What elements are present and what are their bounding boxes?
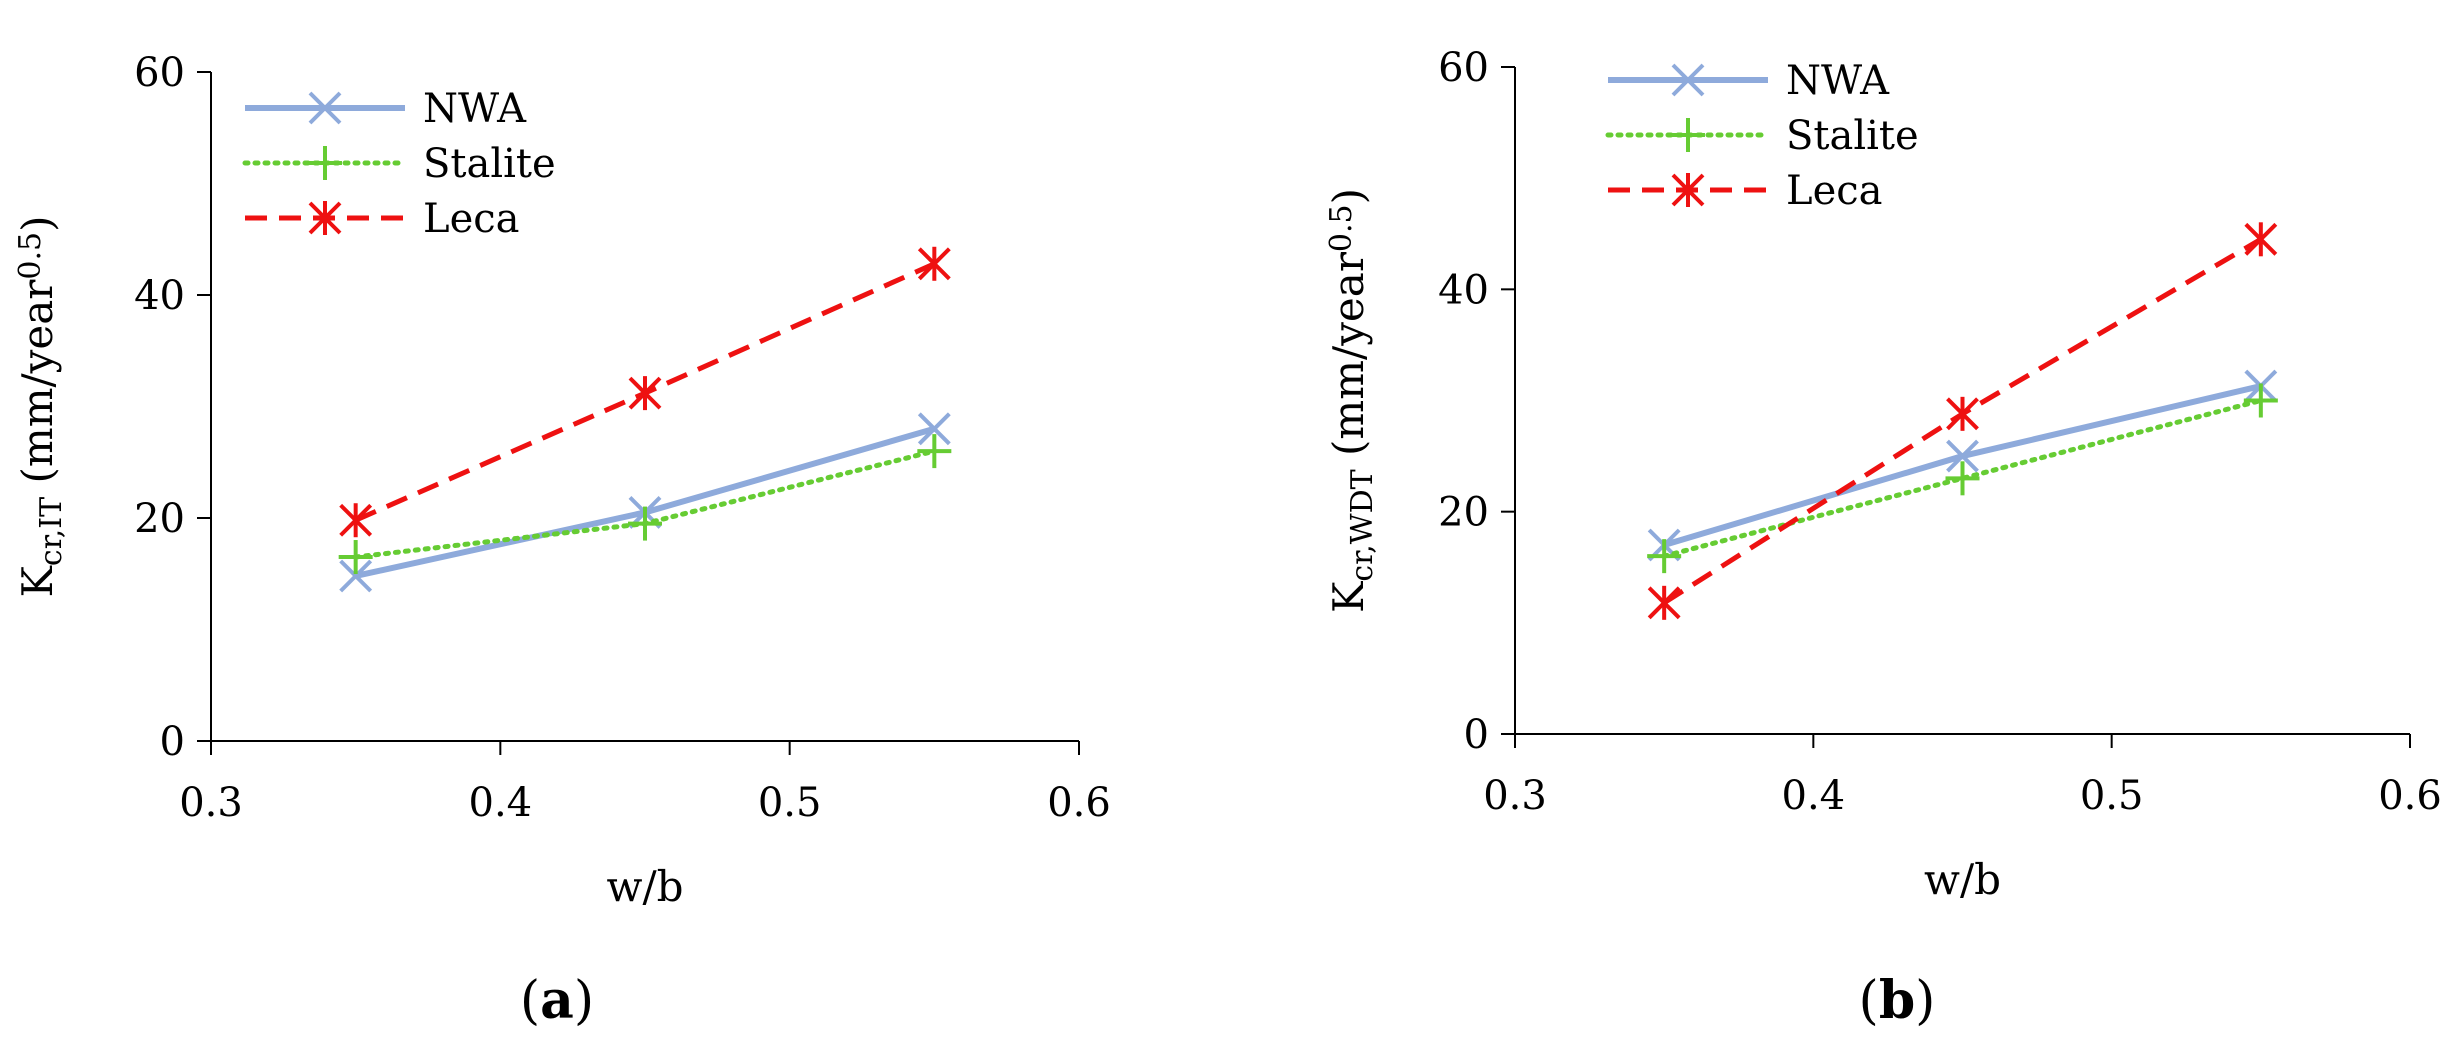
series-nwa (339, 412, 951, 593)
legend-item-stalite: Stalite (1605, 113, 1919, 159)
legend-label: NWA (423, 86, 527, 132)
legend-label: Stalite (1786, 113, 1919, 159)
y-axis-title-sub: cr,WDT (1345, 469, 1380, 581)
legend-marker (308, 146, 342, 180)
legend-item-stalite: Stalite (242, 141, 556, 187)
data-point-stalite (1647, 539, 1682, 574)
panel-label-letter: b (1879, 970, 1915, 1031)
x-axis-title: w/b (607, 862, 684, 911)
y-axis-title: Kcr,IT (mm/year0.5) (13, 216, 69, 598)
legend-item-leca: Leca (1608, 168, 1882, 214)
y-tick-label: 0 (160, 719, 185, 765)
y-axis-title-sup: 0.5 (13, 232, 48, 280)
y-tick-label: 0 (1464, 712, 1489, 758)
data-point-leca (2244, 222, 2278, 257)
legend-label: Leca (1786, 168, 1882, 214)
series-leca (339, 246, 951, 538)
data-point-stalite (2243, 383, 2278, 418)
data-point-stalite (917, 434, 952, 469)
data-point-stalite (338, 540, 373, 575)
series-line-stalite (353, 448, 937, 560)
panel-label: (b) (1859, 970, 1936, 1031)
y-tick-label: 40 (134, 273, 185, 319)
data-point-leca (628, 376, 662, 411)
legend-marker (308, 91, 342, 125)
legend-marker (1671, 118, 1705, 152)
y-axis-title-close: ) (1324, 188, 1373, 204)
x-tick-label: 0.4 (469, 780, 533, 826)
y-axis-title-sup: 0.5 (1324, 204, 1359, 252)
data-point-nwa (1946, 439, 1979, 473)
x-tick-label: 0.5 (2080, 773, 2144, 819)
legend-label: Stalite (423, 141, 556, 187)
x-tick-label: 0.3 (179, 780, 243, 826)
y-axis-title-sub: cr,IT (34, 497, 69, 566)
legend-label: Leca (423, 196, 519, 242)
data-point-stalite (628, 506, 662, 541)
y-axis-title-main: K (13, 565, 62, 598)
panel-label: (a) (520, 970, 594, 1031)
data-point-leca (1647, 585, 1681, 620)
panel-label-letter: a (540, 970, 574, 1031)
legend-marker (1671, 63, 1705, 97)
y-axis-title-main: K (1324, 580, 1373, 613)
x-tick-label: 0.4 (1782, 773, 1846, 819)
y-tick-label: 60 (1438, 45, 1489, 91)
legend-label: NWA (1786, 58, 1890, 104)
legend-item-nwa: NWA (245, 86, 527, 132)
data-point-nwa (339, 559, 373, 593)
data-point-nwa (917, 412, 951, 446)
legend-marker (308, 201, 342, 235)
y-axis-title-rest: (mm/year (13, 279, 62, 497)
series-leca (1647, 222, 2278, 620)
x-tick-label: 0.6 (2378, 773, 2442, 819)
y-tick-label: 40 (1438, 267, 1489, 313)
series-stalite (1647, 383, 2278, 574)
y-axis-title-rest: (mm/year (1324, 251, 1373, 469)
data-point-leca (1946, 396, 1979, 431)
y-axis-title-close: ) (13, 216, 62, 232)
x-axis-title: w/b (1924, 855, 2001, 904)
y-tick-label: 20 (134, 496, 185, 542)
series-line-nwa (355, 425, 936, 579)
y-tick-label: 20 (1438, 490, 1489, 536)
data-point-leca (917, 246, 951, 281)
data-point-stalite (1945, 461, 1980, 496)
legend-marker (1671, 173, 1705, 207)
data-point-leca (339, 503, 373, 538)
x-tick-label: 0.3 (1483, 773, 1547, 819)
x-tick-label: 0.5 (758, 780, 822, 826)
y-axis-title: Kcr,WDT (mm/year0.5) (1324, 188, 1380, 613)
series-stalite (338, 434, 952, 575)
legend-item-nwa: NWA (1608, 58, 1890, 104)
x-tick-label: 0.6 (1047, 780, 1111, 826)
legend-item-leca: Leca (245, 196, 519, 242)
y-tick-label: 60 (134, 50, 185, 96)
